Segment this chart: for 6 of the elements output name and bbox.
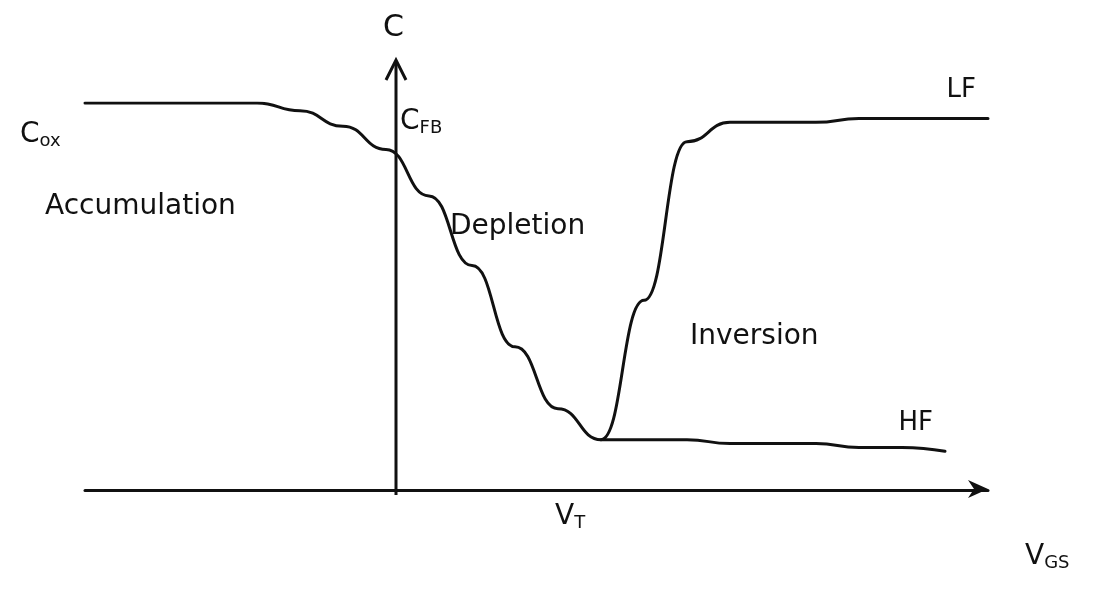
series-label: LF [946, 73, 976, 104]
y-axis-title: C [383, 7, 404, 43]
annotation: Inversion [690, 317, 819, 351]
annotation: Depletion [450, 207, 586, 241]
series-label: HF [898, 406, 933, 437]
annotation: Accumulation [45, 187, 236, 221]
